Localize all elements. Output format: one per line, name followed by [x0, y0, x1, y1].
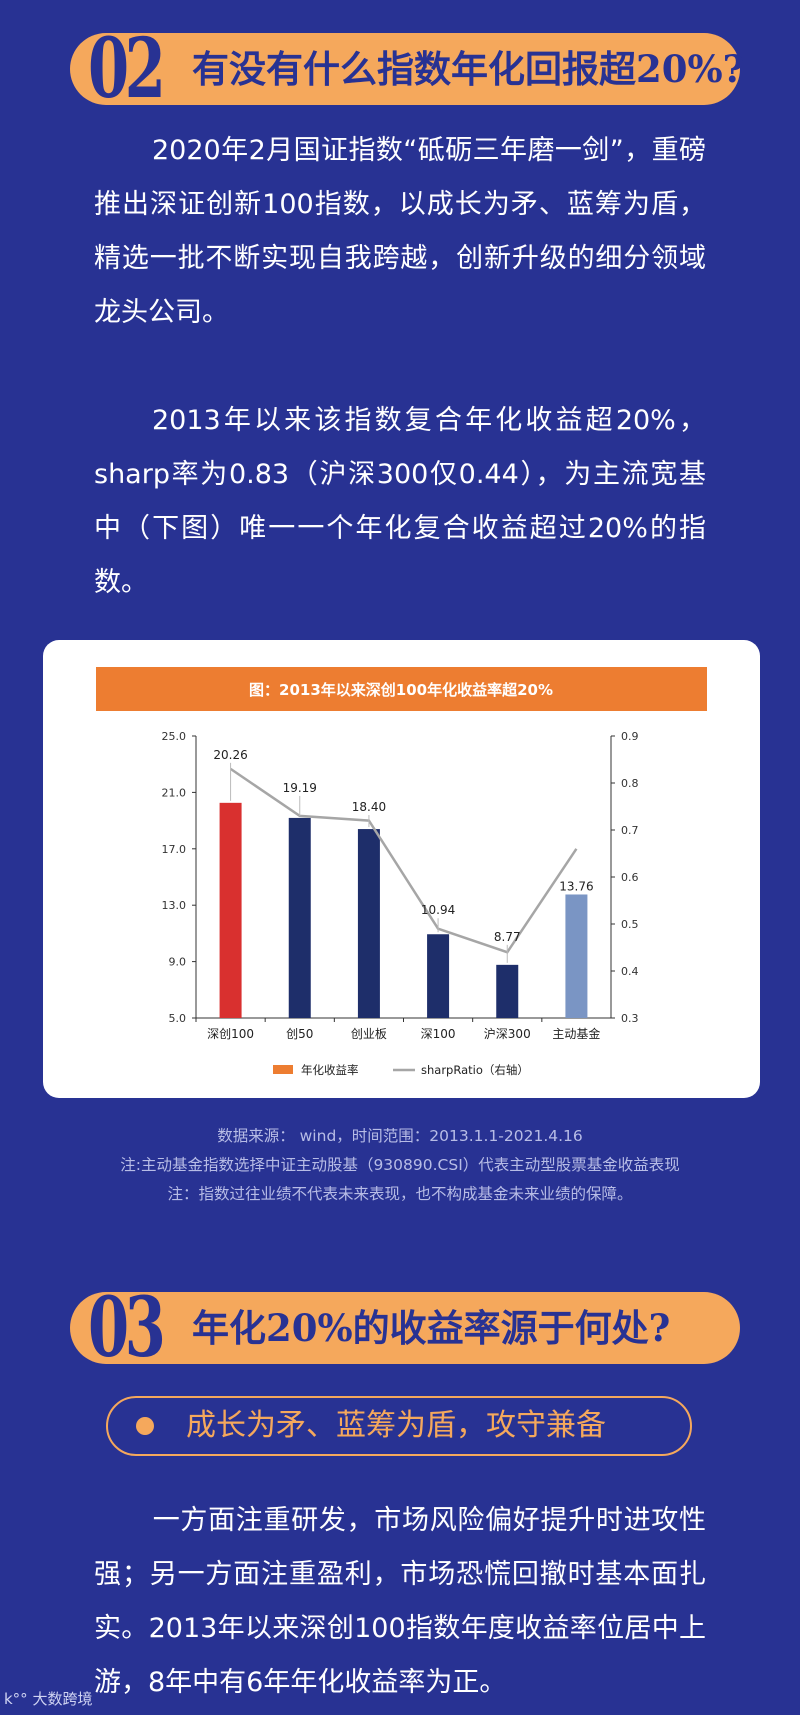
chart-bars: [219, 802, 588, 1018]
bullet-dot-icon: [136, 1417, 154, 1435]
subtitle-text: 成长为矛、蓝筹为盾，攻守兼备: [186, 1408, 606, 1443]
right-tick-label: 0.9: [621, 730, 639, 743]
bar-6: [565, 894, 588, 1018]
left-tick-label: 21.0: [162, 786, 187, 799]
data-label: 20.26: [213, 748, 247, 762]
data-label: 18.40: [352, 800, 386, 814]
right-tick-label: 0.3: [621, 1012, 639, 1025]
x-tick-label: 深创100: [207, 1027, 254, 1041]
bar-1: [219, 802, 242, 1018]
chart-line: [229, 767, 578, 954]
data-label: 13.76: [559, 879, 593, 893]
right-tick-label: 0.6: [621, 871, 639, 884]
data-label: 8.77: [494, 930, 521, 944]
x-tick-label: 深100: [421, 1027, 456, 1041]
section-number: 02: [88, 21, 166, 117]
left-tick-label: 5.0: [169, 1012, 187, 1025]
bar-line-chart: 图：2013年以来深创100年化收益率超20% 25.0 21.0 17.0 13.0…: [96, 667, 707, 1077]
chart-data-labels: 20.26 19.19 18.40 10.94 8.77 13.76: [213, 748, 594, 963]
chart-title: 图：2013年以来深创100年化收益率超20%: [249, 681, 553, 699]
note-disclaimer: 注：指数过往业绩不代表未来表现，也不构成基金未来业绩的保障。: [167, 1185, 633, 1203]
intro-paragraph: 2020年2月国证指数“砥砺三年磨一剑”，重磅推出深证创新100指数，以成长为矛…: [94, 135, 706, 328]
chart-legend: 年化收益率 sharpRatio（右轴）: [273, 1063, 529, 1077]
section-title: 有没有什么指数年化回报超20%?: [192, 47, 745, 91]
bar-3: [357, 829, 380, 1018]
chart-card: 图：2013年以来深创100年化收益率超20% 25.0 21.0 17.0 13.0…: [43, 640, 760, 1098]
watermark-logo-icon: k°°: [4, 1690, 28, 1708]
left-tick-label: 17.0: [162, 843, 187, 856]
left-tick-label: 9.0: [169, 956, 187, 969]
right-tick-label: 0.8: [621, 777, 639, 790]
performance-paragraph: 2013年以来该指数复合年化收益超20%，sharp率为0.83（沪深300仅0…: [94, 405, 706, 598]
bar-4: [427, 934, 450, 1018]
section-number: 03: [88, 1280, 166, 1376]
sharp-ratio-line: [229, 767, 578, 954]
note-source: 数据来源： wind，时间范围：2013.1.1-2021.4.16: [217, 1127, 583, 1145]
left-tick-label: 25.0: [162, 730, 187, 743]
right-tick-label: 0.7: [621, 824, 639, 837]
bar-2: [288, 817, 311, 1018]
left-tick-label: 13.0: [162, 899, 187, 912]
right-tick-label: 0.5: [621, 918, 639, 931]
x-tick-label: 沪深300: [484, 1027, 531, 1041]
section-03-header: 03 年化20%的收益率源于何处?: [70, 1284, 740, 1372]
x-tick-label: 主动基金: [552, 1026, 600, 1041]
bar-5: [496, 964, 519, 1018]
data-label: 19.19: [283, 781, 317, 795]
right-tick-label: 0.4: [621, 965, 639, 978]
legend-bar-label: 年化收益率: [301, 1063, 359, 1077]
chart-title-bar: [96, 667, 707, 711]
data-notes: 数据来源： wind，时间范围：2013.1.1-2021.4.16 注:主动基…: [30, 1122, 770, 1209]
watermark: k°° 大数跨境: [4, 1690, 93, 1708]
section-02-header: 02 有没有什么指数年化回报超20%?: [70, 25, 744, 113]
legend-line-label: sharpRatio（右轴）: [421, 1063, 529, 1077]
chart-axes: 25.0 21.0 17.0 13.0 9.0 5.0 0.9 0.8 0.7 0.6 0.5 0.4…: [162, 730, 639, 1041]
note-active-fund: 注:主动基金指数选择中证主动股基（930890.CSI）代表主动型股票基金收益表…: [120, 1156, 680, 1174]
source-paragraph: 一方面注重研发，市场风险偏好提升时进攻性强；另一方面注重盈利，市场恐慌回撤时基本…: [94, 1505, 706, 1698]
section-title: 年化20%的收益率源于何处?: [192, 1306, 671, 1350]
x-tick-label: 创业板: [351, 1027, 387, 1041]
x-tick-label: 创50: [286, 1027, 313, 1041]
subtitle-pill: 成长为矛、蓝筹为盾，攻守兼备: [106, 1396, 692, 1456]
data-label: 10.94: [421, 903, 455, 917]
legend-bar-swatch: [273, 1065, 293, 1074]
